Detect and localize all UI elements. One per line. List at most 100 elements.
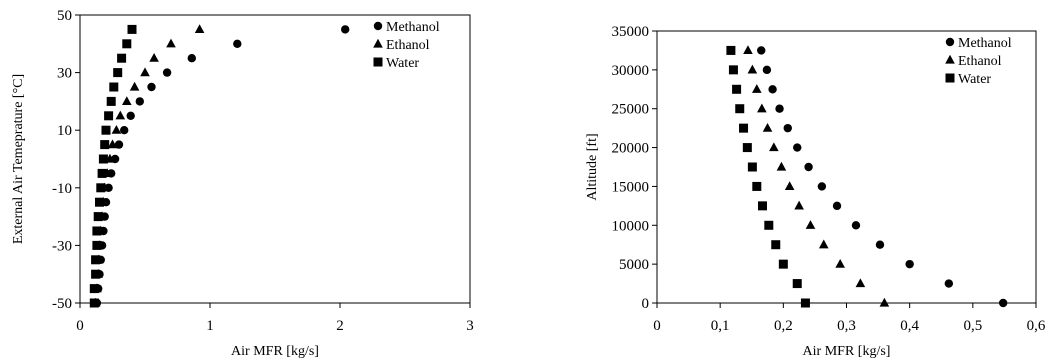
data-point: [835, 258, 845, 268]
y-tick-label: 10000: [612, 218, 650, 234]
series-ethanol: [743, 45, 890, 307]
data-point: [109, 82, 119, 92]
data-point: [341, 25, 350, 34]
y-tick-label: 10: [57, 123, 72, 139]
data-point: [115, 110, 126, 120]
legend: Methanol Ethanol Water: [945, 36, 1012, 87]
data-point: [162, 68, 172, 77]
data-point: [187, 54, 196, 63]
legend-marker: [945, 37, 955, 47]
data-point: [149, 53, 159, 62]
x-tick-label: 1: [206, 318, 214, 334]
y-tick-label: -50: [52, 296, 72, 312]
data-point: [784, 181, 795, 191]
data-point: [875, 240, 885, 249]
x-tick-label: 2: [336, 318, 344, 334]
data-point: [818, 239, 829, 249]
y-tick-label: -30: [52, 238, 72, 254]
data-point: [771, 240, 781, 250]
data-point: [114, 140, 124, 149]
data-point: [817, 182, 827, 191]
data-point: [233, 39, 242, 48]
y-axis-title: Altitude [ft]: [585, 133, 600, 200]
series-water: [726, 45, 810, 308]
data-point: [111, 125, 122, 134]
legend-entry: Water: [386, 56, 419, 71]
x-tick-label: 0,1: [711, 318, 730, 334]
data-point: [96, 183, 106, 193]
legend-entry: Ethanol: [386, 38, 430, 53]
legend-entry: Methanol: [386, 20, 440, 35]
y-axis-title: External Air Temeprature [°C]: [11, 74, 26, 244]
x-tick-label: 0: [76, 318, 84, 334]
data-point: [126, 111, 135, 121]
data-point: [97, 168, 107, 178]
data-point: [135, 97, 144, 106]
data-point: [120, 126, 129, 135]
data-point: [804, 162, 813, 172]
data-point: [944, 279, 954, 288]
data-point: [800, 298, 810, 308]
data-point: [743, 45, 753, 55]
legend-marker: [373, 38, 383, 48]
data-point: [129, 81, 140, 91]
data-point: [732, 84, 742, 94]
data-point: [726, 45, 736, 55]
data-point: [775, 104, 784, 113]
data-point: [757, 103, 767, 113]
y-tick-label: -10: [52, 181, 72, 197]
legend-marker: [945, 73, 955, 83]
data-point: [89, 284, 99, 294]
data-point: [762, 122, 773, 132]
data-point: [117, 53, 127, 63]
data-point: [742, 143, 752, 153]
legend-marker: [945, 54, 955, 64]
x-tick-label: 0,5: [963, 318, 982, 334]
data-point: [127, 24, 137, 34]
x-tick-label: 0,2: [774, 318, 793, 334]
data-point: [879, 297, 890, 307]
data-point: [752, 84, 762, 93]
data-point: [106, 96, 116, 106]
data-point: [794, 200, 804, 210]
x-tick-label: 0,3: [837, 318, 856, 334]
plot-frame: [79, 14, 471, 304]
y-tick-label: 15000: [612, 179, 650, 195]
data-point: [147, 82, 156, 92]
series-methanol: [757, 46, 1008, 308]
data-point: [735, 104, 745, 114]
data-point: [101, 125, 111, 135]
series-water: [89, 24, 137, 308]
x-axis-title: Air MFR [kg/s]: [803, 344, 891, 359]
chart-temperature: 0 1 2 3 -50 -30 -10 10 30 50 Air MFR [kg/s] Externa…: [11, 8, 474, 359]
data-point: [805, 220, 816, 229]
chart-altitude: 0 0,1 0,2 0,3 0,4 0,5 0,6 0 5000 10000 15000 20000 2…: [585, 24, 1046, 359]
data-point: [92, 226, 102, 236]
series-ethanol: [90, 24, 205, 307]
x-tick-label: 0: [653, 318, 661, 334]
data-point: [194, 24, 205, 33]
data-point: [783, 123, 792, 133]
x-tick-label: 0,6: [1027, 318, 1046, 334]
data-point: [93, 212, 103, 222]
data-point: [104, 111, 114, 121]
data-point: [764, 220, 774, 230]
data-point: [728, 65, 738, 75]
data-point: [762, 65, 772, 75]
data-point: [747, 162, 757, 172]
legend: Methanol Ethanol Water: [373, 20, 440, 71]
data-point: [122, 96, 132, 105]
data-point: [769, 142, 779, 152]
data-point: [851, 221, 861, 230]
x-tick-label: 3: [466, 318, 474, 334]
data-point: [792, 279, 802, 289]
data-point: [166, 38, 176, 48]
data-point: [92, 240, 102, 250]
data-point: [832, 201, 842, 211]
data-point: [89, 298, 99, 308]
y-tick-label: 50: [57, 8, 72, 24]
data-point: [91, 255, 101, 265]
legend-marker: [373, 57, 383, 67]
y-tick-label: 25000: [612, 102, 650, 118]
